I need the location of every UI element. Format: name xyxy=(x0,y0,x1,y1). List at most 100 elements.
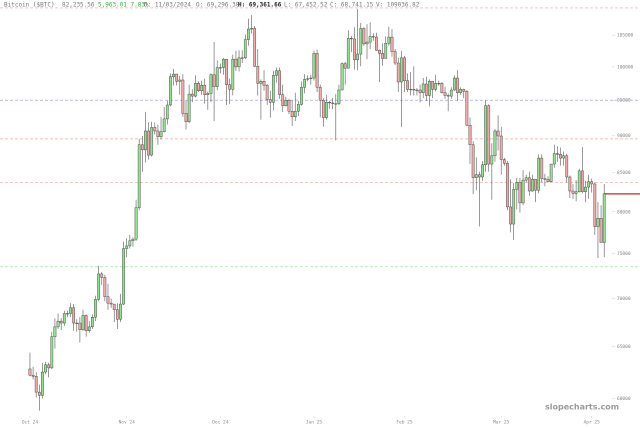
candle-body xyxy=(443,92,447,96)
candle-body xyxy=(362,28,366,45)
candle-body xyxy=(556,153,559,155)
candle-body xyxy=(459,89,462,93)
candle-body xyxy=(243,39,247,59)
candle-body xyxy=(571,190,575,194)
watermark: slopecharts.com xyxy=(545,403,619,412)
candle-body xyxy=(506,163,509,208)
candle-body xyxy=(387,36,391,44)
candle-body xyxy=(278,70,281,95)
candle-body xyxy=(72,307,76,324)
candle-body xyxy=(315,53,319,88)
candle-body xyxy=(265,85,269,100)
candle-body xyxy=(218,67,222,69)
candle-body xyxy=(122,248,125,305)
candle-body xyxy=(456,77,459,93)
candle-body xyxy=(559,154,562,159)
candle-body xyxy=(549,163,553,182)
candle-body xyxy=(359,28,363,55)
candle-body xyxy=(568,176,572,192)
candle-body xyxy=(194,83,197,97)
candle-body xyxy=(390,36,394,52)
candle-body xyxy=(253,28,257,67)
candle-body xyxy=(340,63,344,91)
candle-body xyxy=(172,73,175,77)
candle-body xyxy=(490,155,494,165)
candle-body xyxy=(272,75,275,103)
candle-body xyxy=(303,79,306,88)
candle-body xyxy=(309,77,313,79)
candle-body xyxy=(187,93,191,122)
y-tick-label: 85000 xyxy=(617,170,631,176)
candle-body xyxy=(209,74,213,94)
candle-body xyxy=(524,177,528,181)
candle-body xyxy=(518,182,522,204)
candle-body xyxy=(531,179,534,192)
candle-body xyxy=(384,43,388,59)
candle-body xyxy=(66,313,69,315)
candle-body xyxy=(59,320,63,324)
x-tick-label: Nov 24 xyxy=(119,420,136,426)
candle-body xyxy=(431,81,434,90)
candle-body xyxy=(256,66,260,84)
candle-body xyxy=(181,79,185,114)
candle-body xyxy=(81,315,85,331)
y-tick-label: 80000 xyxy=(617,209,631,215)
candle-body xyxy=(406,80,409,90)
candle-body xyxy=(543,178,547,180)
candle-body xyxy=(434,83,438,90)
candle-body xyxy=(499,135,503,160)
candle-body xyxy=(200,85,203,91)
candle-body xyxy=(440,83,444,93)
candle-body xyxy=(396,62,400,83)
candle-body xyxy=(378,50,381,54)
candle-body xyxy=(47,364,51,369)
candle-body xyxy=(493,130,497,157)
candle-body xyxy=(147,130,150,156)
candle-body xyxy=(312,53,316,79)
candle-body xyxy=(602,193,606,243)
candle-body xyxy=(462,89,466,92)
readout: O: 69,296.38 xyxy=(196,2,240,9)
readout: D: 11/03/2024 xyxy=(144,2,191,9)
candle-body xyxy=(453,77,456,91)
candle-body xyxy=(353,38,356,60)
candle-body xyxy=(53,326,57,337)
candle-body xyxy=(515,182,519,190)
candle-body xyxy=(206,93,210,95)
x-tick-label: Mar 25 xyxy=(493,420,510,426)
y-tick-label: 70000 xyxy=(617,296,631,302)
candle-body xyxy=(31,374,35,377)
candle-body xyxy=(599,218,603,243)
candle-body xyxy=(393,51,397,64)
candle-body xyxy=(496,130,500,137)
candle-body xyxy=(125,245,129,249)
candle-body xyxy=(584,186,587,192)
candle-body xyxy=(103,277,107,297)
price-label: 82,235.56 xyxy=(62,2,95,9)
x-tick-label: Dec 24 xyxy=(212,420,229,426)
candle-body xyxy=(134,207,138,240)
readout: H: 69,361.66 xyxy=(238,2,282,9)
candle-body xyxy=(321,99,325,118)
candle-body xyxy=(87,326,91,332)
candle-body xyxy=(106,296,110,304)
candle-body xyxy=(112,303,116,310)
candle-body xyxy=(275,70,278,76)
candle-body xyxy=(509,206,512,225)
candle-body xyxy=(50,336,54,369)
candle-body xyxy=(259,81,263,84)
candle-body xyxy=(565,155,569,178)
candle-body xyxy=(109,302,113,305)
candle-body xyxy=(350,38,353,40)
candle-body xyxy=(399,57,403,83)
candle-body xyxy=(356,53,360,60)
candle-body xyxy=(268,99,272,103)
candle-body xyxy=(465,91,469,126)
candle-body xyxy=(215,67,219,87)
candle-body xyxy=(552,153,556,165)
candle-body xyxy=(169,76,172,106)
candle-body xyxy=(153,127,157,132)
candle-body xyxy=(540,157,544,179)
